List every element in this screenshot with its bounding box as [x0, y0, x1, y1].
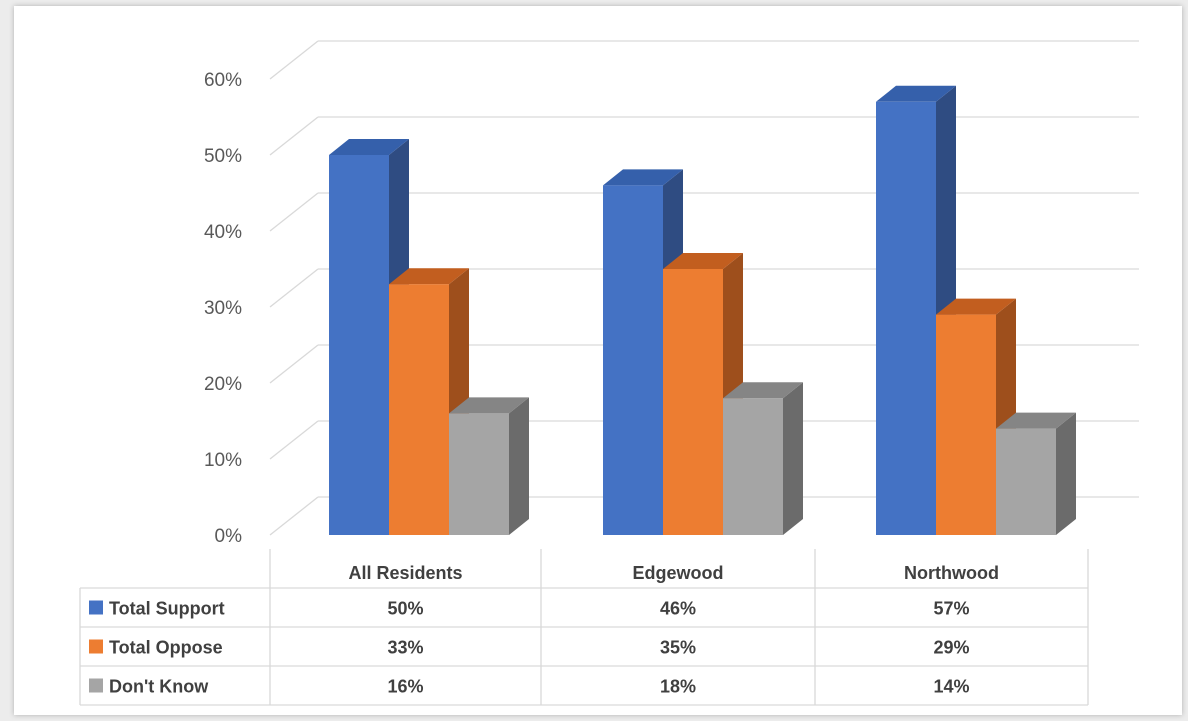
bar-side: [509, 397, 529, 535]
data-label: 14%: [933, 677, 969, 697]
bar-side: [783, 382, 803, 535]
bar-top: [389, 268, 469, 285]
bar-top: [936, 298, 1016, 315]
legend-key: [89, 678, 103, 693]
data-label: 46%: [660, 599, 696, 619]
data-label: 35%: [660, 638, 696, 658]
bar: [996, 428, 1056, 535]
data-table: All Residents Edgewood Northwood Total Supp…: [79, 549, 1089, 706]
y-tick-label: 50%: [204, 146, 242, 167]
bar-top: [329, 139, 409, 155]
y-axis-ticks: 0% 10% 20% 30% 40% 50% 60%: [204, 70, 242, 547]
bar-top: [723, 382, 803, 399]
bar: [663, 269, 723, 535]
y-tick-label: 60%: [204, 70, 242, 91]
gridline-diagonal: [269, 40, 319, 80]
bar: [389, 284, 449, 535]
data-label: 16%: [387, 677, 423, 697]
category-label: Northwood: [904, 563, 999, 583]
gridline-diagonal: [269, 496, 319, 536]
bar: [723, 398, 783, 535]
bar: [876, 101, 936, 536]
category-label: Edgewood: [633, 563, 724, 583]
bar: [449, 413, 509, 535]
bar-top: [996, 412, 1076, 429]
y-tick-label: 10%: [204, 450, 242, 471]
bar-side: [1056, 412, 1076, 535]
bar-top: [876, 85, 956, 102]
legend-label: Total Support: [109, 599, 225, 619]
bar-top: [663, 253, 743, 269]
gridline-diagonal: [269, 420, 319, 460]
chart: 0% 10% 20% 30% 40% 50% 60% All Residents Edgewo…: [79, 40, 1139, 706]
data-label: 33%: [387, 638, 423, 658]
bar-top: [603, 169, 683, 186]
legend-key: [89, 639, 103, 654]
y-tick-label: 40%: [204, 222, 242, 243]
category-label: All Residents: [348, 563, 462, 583]
bar-top: [449, 397, 529, 414]
legend-label: Don't Know: [109, 677, 209, 697]
bar: [603, 185, 663, 535]
chart-card: 0% 10% 20% 30% 40% 50% 60% All Residents Edgewo…: [14, 6, 1182, 715]
y-tick-label: 20%: [204, 374, 242, 395]
bar: [329, 155, 389, 535]
data-label: 50%: [387, 599, 423, 619]
y-tick-label: 30%: [204, 298, 242, 319]
gridline-diagonal: [269, 268, 319, 308]
data-label: 57%: [933, 599, 969, 619]
gridline-diagonal: [269, 116, 319, 156]
data-label: 18%: [660, 677, 696, 697]
data-label: 29%: [933, 638, 969, 658]
legend-label: Total Oppose: [109, 638, 223, 658]
gridline-diagonal: [269, 192, 319, 232]
bar: [936, 314, 996, 535]
bars: [329, 85, 1076, 536]
legend-key: [89, 600, 103, 615]
gridline-diagonal: [269, 344, 319, 384]
y-tick-label: 0%: [215, 526, 243, 547]
